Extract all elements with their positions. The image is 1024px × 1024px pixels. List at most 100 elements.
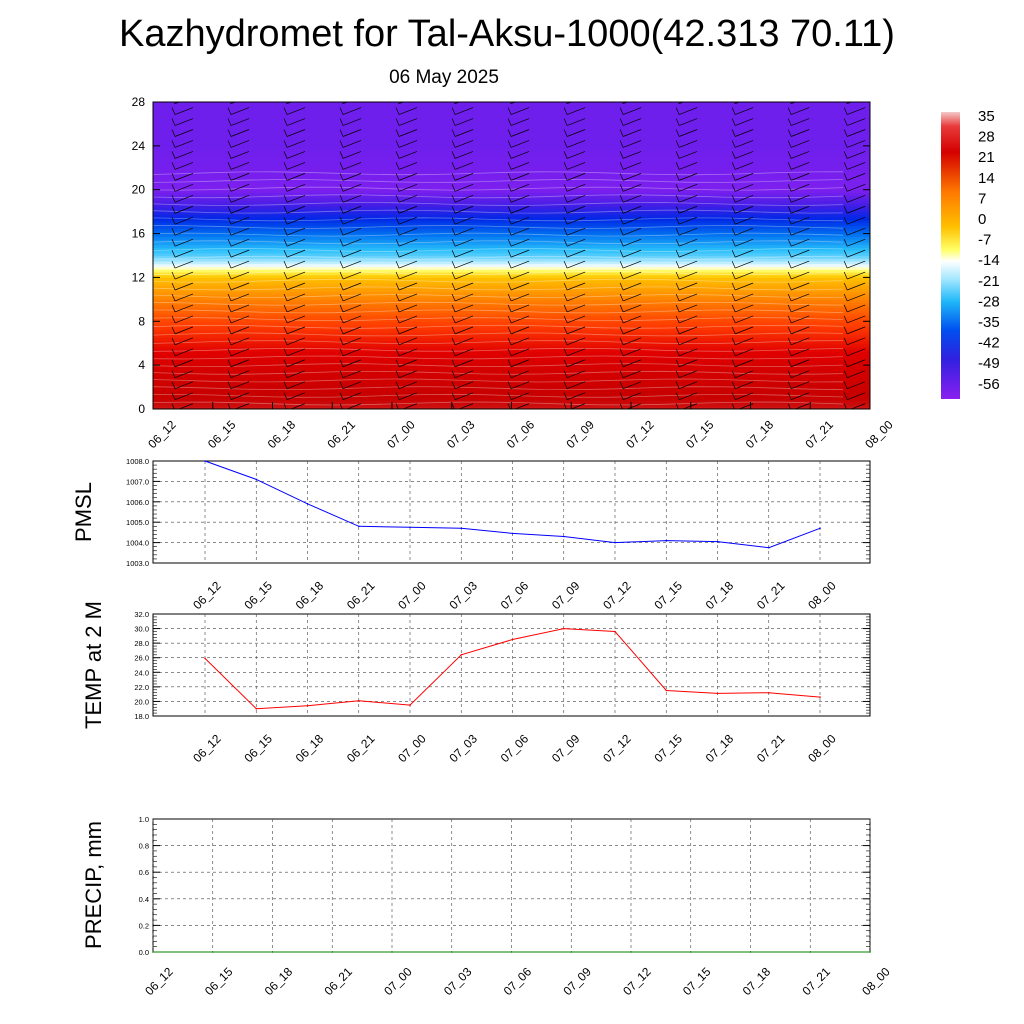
wind-barb-flag [451, 381, 456, 389]
temp-2m-data-point [358, 699, 360, 702]
wind-barb-flag [451, 304, 456, 313]
wind-barb-flag [395, 271, 400, 280]
colorbar-label: 14 [978, 170, 995, 187]
heatmap-band [153, 296, 870, 300]
x-tick-label: 07_06 [498, 578, 532, 612]
x-tick-label: 07_15 [680, 964, 714, 998]
wind-barb-flag [619, 249, 624, 258]
wind-barb [566, 315, 586, 324]
heatmap-band [153, 140, 870, 144]
wind-barb [566, 282, 586, 291]
wind-barb [791, 304, 810, 313]
wind-barb-flag [843, 304, 848, 313]
wind-barb [735, 381, 754, 390]
wind-barb [342, 194, 362, 203]
wind-barb [398, 370, 418, 379]
wind-barb [847, 107, 866, 115]
wind-barb [174, 140, 194, 148]
wind-barb-flag [283, 403, 287, 409]
wind-barb-flag [731, 359, 736, 367]
wind-barb [791, 194, 810, 203]
wind-barb-flag [171, 239, 176, 247]
wind-barb-flag [563, 118, 568, 126]
y-tick-label: 1005.0 [126, 518, 149, 527]
wind-barb-flag [731, 239, 736, 247]
wind-barb [174, 359, 194, 368]
heatmap-band [153, 340, 870, 344]
wind-barb-flag [731, 348, 736, 356]
wind-barb-flag [563, 403, 567, 409]
wind-barb-flag [171, 293, 176, 302]
wind-barb [510, 173, 530, 181]
x-tick-label: 08_00 [805, 731, 839, 765]
wind-barb-flag [843, 315, 848, 324]
wind-barb [510, 381, 530, 390]
wind-barb-flag [563, 326, 568, 335]
y-tick-label: 30.0 [134, 625, 149, 634]
wind-barb [342, 118, 362, 126]
wind-barb [679, 337, 698, 346]
wind-barb [454, 184, 474, 192]
wind-barb [174, 315, 194, 324]
heatmap-band [153, 186, 870, 191]
wind-barb-flag [507, 140, 512, 148]
wind-barb [735, 238, 754, 247]
x-tick-label: 07_00 [381, 964, 415, 998]
contour-line [153, 217, 844, 222]
wind-barb-flag [843, 129, 848, 137]
wind-barb-flag [619, 315, 624, 324]
wind-barb-flag [619, 184, 624, 192]
heatmap-band [153, 356, 870, 361]
heatmap-band [153, 315, 870, 320]
wind-barb [342, 140, 362, 148]
wind-barb [342, 381, 362, 390]
wind-barb [230, 205, 250, 214]
y-tick-label: 0.8 [139, 842, 149, 851]
temp-2m-data-point [563, 627, 565, 630]
wind-barb [566, 140, 586, 148]
wind-barb [458, 403, 474, 409]
contour-line [153, 255, 844, 260]
wind-barb [566, 129, 586, 137]
wind-barb [174, 348, 194, 357]
heatmap-band [153, 195, 870, 199]
x-tick-label: 07_12 [600, 578, 634, 612]
wind-barb-flag [787, 228, 792, 236]
wind-barb [174, 173, 194, 181]
wind-barb [230, 194, 250, 203]
wind-barb-flag [787, 118, 792, 126]
wind-barb-flag [395, 129, 400, 137]
wind-barb-flag [507, 271, 512, 280]
wind-barb-flag [451, 359, 456, 367]
wind-barb [286, 370, 306, 379]
x-tick-label: 07_09 [563, 417, 597, 451]
heatmap-band [153, 334, 870, 339]
wind-barb-flag [787, 403, 791, 409]
colorbar-label: -28 [978, 293, 1000, 310]
wind-barb [342, 293, 362, 302]
wind-barb-flag [283, 162, 288, 170]
wind-barb [174, 151, 194, 159]
wind-barb [623, 392, 642, 400]
wind-barb-flag [339, 195, 344, 203]
wind-barb-flag [283, 184, 288, 192]
x-tick-label: 06_15 [202, 964, 236, 998]
date-subtitle: 06 May 2025 [389, 67, 499, 88]
wind-barb-flag [451, 239, 456, 247]
wind-barb-flag [675, 118, 680, 126]
wind-barb-flag [563, 304, 568, 313]
wind-barb [735, 304, 754, 313]
wind-barb [679, 118, 698, 126]
x-tick-label: 07_12 [620, 964, 654, 998]
wind-barb [566, 216, 586, 225]
wind-barb-flag [507, 403, 511, 409]
contour-line [153, 194, 844, 199]
wind-barb-flag [339, 282, 344, 291]
wind-barb-flag [731, 249, 736, 258]
wind-barb-flag [171, 184, 176, 192]
colorbar: 35 28 21 14 7 0 -7 -14 -21 -28 -35 -42 -49 -56 [941, 108, 1000, 399]
wind-barb-flag [619, 151, 624, 159]
wind-barb [398, 140, 418, 148]
wind-barb-flag [395, 381, 400, 389]
wind-barb [454, 381, 474, 390]
